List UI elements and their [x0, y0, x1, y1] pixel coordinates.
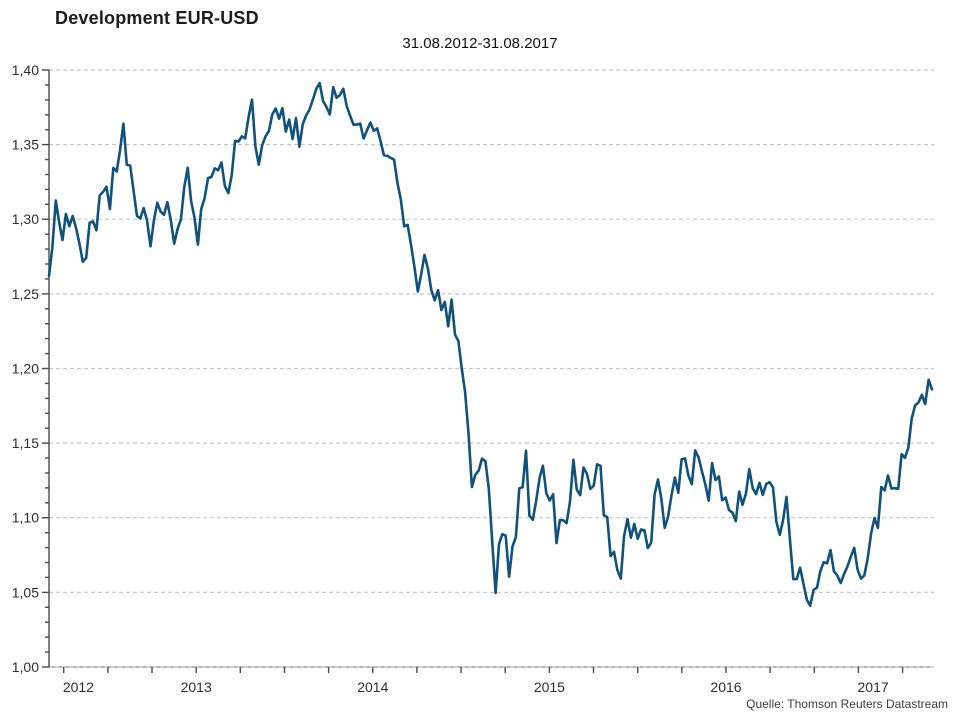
- price-line: [47, 81, 934, 608]
- x-tick-label: 2017: [858, 679, 889, 695]
- chart-subtitle: 31.08.2012-31.08.2017: [402, 35, 558, 52]
- chart-title: Development EUR-USD: [55, 8, 259, 28]
- price-line-series: [47, 81, 934, 608]
- x-tick-label: 2014: [357, 679, 388, 695]
- source-credit: Quelle: Thomson Reuters Datastream: [746, 697, 948, 711]
- x-tick-label: 2015: [534, 679, 565, 695]
- x-tick-labels: 2012 2013 2014 2015 2016 2017: [63, 679, 889, 695]
- y-tick-label: 1,05: [12, 584, 39, 600]
- y-tick-label: 1,15: [12, 435, 39, 451]
- y-tick-label: 1,40: [12, 62, 39, 78]
- y-tick-label: 1,00: [12, 659, 39, 675]
- x-tick-label: 2013: [181, 679, 212, 695]
- y-tick-label: 1,10: [12, 510, 39, 526]
- y-tick-label: 1,30: [12, 211, 39, 227]
- y-tick-label: 1,25: [12, 286, 39, 302]
- x-ticks: [63, 667, 904, 673]
- y-tick-label: 1,20: [12, 361, 39, 377]
- y-tick-label: 1,35: [12, 137, 39, 153]
- x-tick-label: 2016: [710, 679, 741, 695]
- x-tick-label: 2012: [63, 679, 94, 695]
- y-ticks: [42, 69, 49, 668]
- y-tick-labels: 1,40 1,35 1,30 1,25 1,20 1,15 1,10 1,05 1,00: [12, 62, 39, 675]
